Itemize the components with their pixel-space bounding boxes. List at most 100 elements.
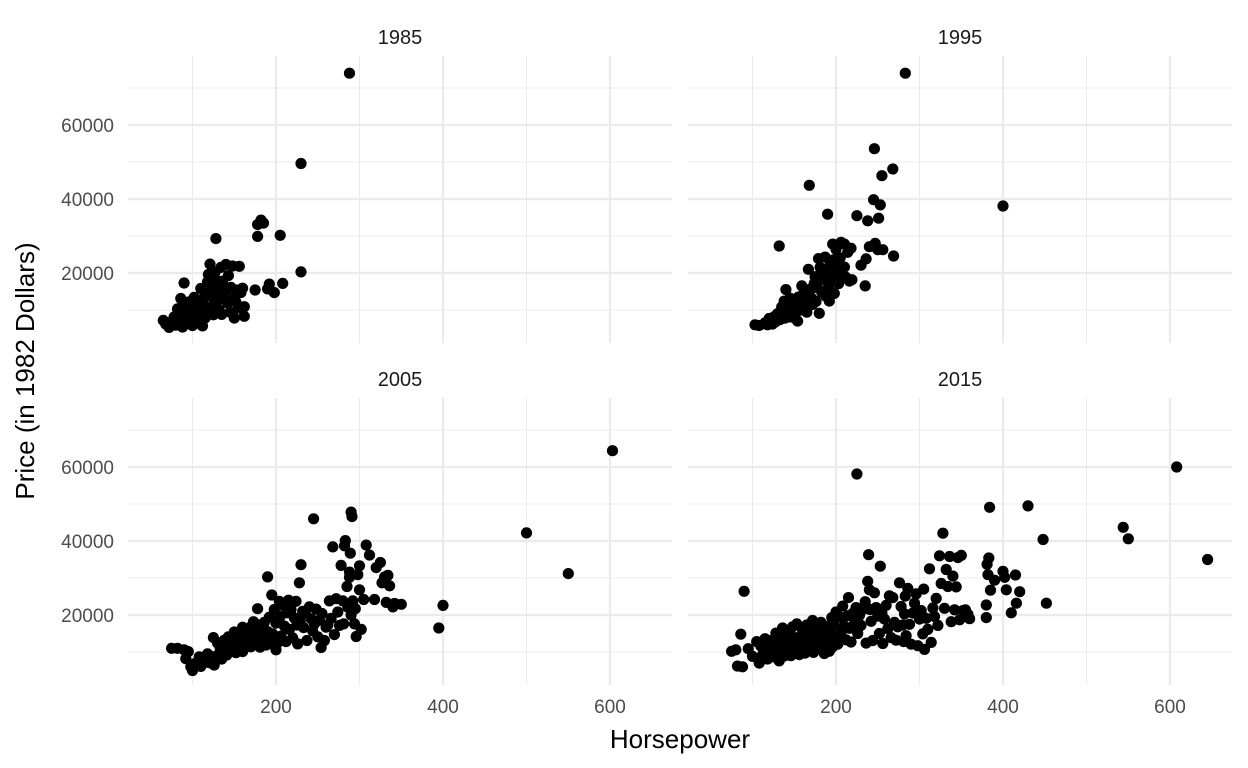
data-point (346, 510, 358, 523)
data-point (944, 550, 956, 563)
data-point (335, 559, 347, 572)
points-2015 (726, 461, 1214, 673)
data-point (210, 233, 222, 245)
data-point (893, 577, 906, 589)
data-point (862, 575, 874, 587)
data-point (1010, 597, 1023, 609)
data-point (352, 569, 364, 581)
data-point (868, 143, 881, 155)
data-point (252, 230, 264, 242)
data-point (327, 541, 339, 553)
data-point (851, 210, 863, 222)
data-point (1202, 553, 1214, 566)
x-tick-label: 200 (260, 697, 292, 718)
data-point (860, 253, 872, 265)
data-point (274, 229, 286, 241)
data-point (983, 552, 995, 564)
data-point (997, 200, 1009, 212)
data-point (382, 569, 394, 582)
y-tick-label: 60000 (61, 116, 114, 137)
data-point (773, 240, 785, 252)
data-point (355, 623, 367, 636)
data-point (316, 607, 328, 620)
data-point (266, 589, 278, 601)
data-point (360, 539, 372, 551)
data-point (295, 157, 307, 170)
data-point (928, 610, 941, 623)
y-tick-label: 60000 (61, 458, 114, 479)
data-point (520, 527, 533, 539)
data-point (252, 603, 264, 615)
data-point (932, 619, 944, 632)
y-tick-label: 40000 (61, 532, 114, 553)
data-point (813, 307, 825, 319)
data-point (1005, 607, 1017, 619)
data-point (562, 568, 574, 580)
data-point (899, 67, 911, 79)
data-point (228, 312, 240, 324)
data-point (368, 593, 381, 606)
points-2005 (166, 445, 619, 677)
data-point (374, 556, 386, 569)
data-point (433, 622, 445, 634)
data-point (801, 306, 813, 318)
data-point (237, 282, 249, 294)
data-point (293, 577, 305, 589)
data-point (182, 646, 194, 658)
data-point (233, 260, 245, 272)
y-tick-label: 40000 (61, 190, 114, 211)
data-point (1009, 569, 1022, 581)
facet-panel-1985: 1985 20000 40000 60000 (61, 27, 672, 343)
x-tick-label: 200 (820, 697, 852, 718)
data-point (922, 623, 934, 636)
data-point (851, 468, 863, 480)
data-point (290, 595, 302, 607)
x-tick-label: 600 (594, 697, 626, 718)
data-point (923, 563, 936, 575)
data-point (298, 622, 310, 634)
data-point (903, 618, 916, 630)
data-point (780, 284, 792, 296)
data-point (257, 217, 270, 229)
data-point (933, 550, 946, 562)
data-point (980, 612, 992, 624)
data-point (898, 608, 911, 620)
data-point (927, 602, 939, 614)
data-point (980, 599, 992, 611)
facet-title: 2005 (378, 369, 423, 391)
y-axis-title: Price (in 1982 Dollars) (10, 242, 40, 499)
data-point (328, 629, 340, 641)
data-point (877, 244, 889, 256)
points-1985 (157, 67, 356, 333)
data-point (902, 582, 914, 595)
data-point (178, 277, 190, 289)
panels: 1985 20000 40000 60000 1995 2005 20000 40000 600… (61, 27, 1232, 718)
data-point (263, 278, 275, 290)
data-point (318, 634, 330, 647)
data-point (937, 527, 949, 539)
data-point (862, 215, 874, 227)
data-point (832, 638, 844, 650)
data-point (204, 258, 216, 270)
x-tick-label: 600 (1154, 697, 1186, 718)
data-point (887, 592, 899, 604)
data-point (900, 630, 912, 642)
facet-panel-2015: 2015 200 400 600 (688, 369, 1232, 718)
data-point (803, 179, 815, 191)
data-point (262, 571, 274, 583)
data-point (363, 549, 376, 561)
data-point (874, 199, 886, 211)
data-point (822, 208, 834, 220)
data-point (855, 619, 867, 632)
data-point (384, 580, 396, 592)
data-point (888, 250, 900, 262)
data-point (292, 638, 304, 650)
data-point (238, 301, 250, 313)
facet-panel-2005: 2005 20000 40000 60000 200 400 600 (61, 369, 672, 718)
data-point (908, 597, 921, 609)
data-point (343, 67, 356, 79)
data-point (1122, 533, 1134, 545)
data-point (1037, 533, 1049, 546)
